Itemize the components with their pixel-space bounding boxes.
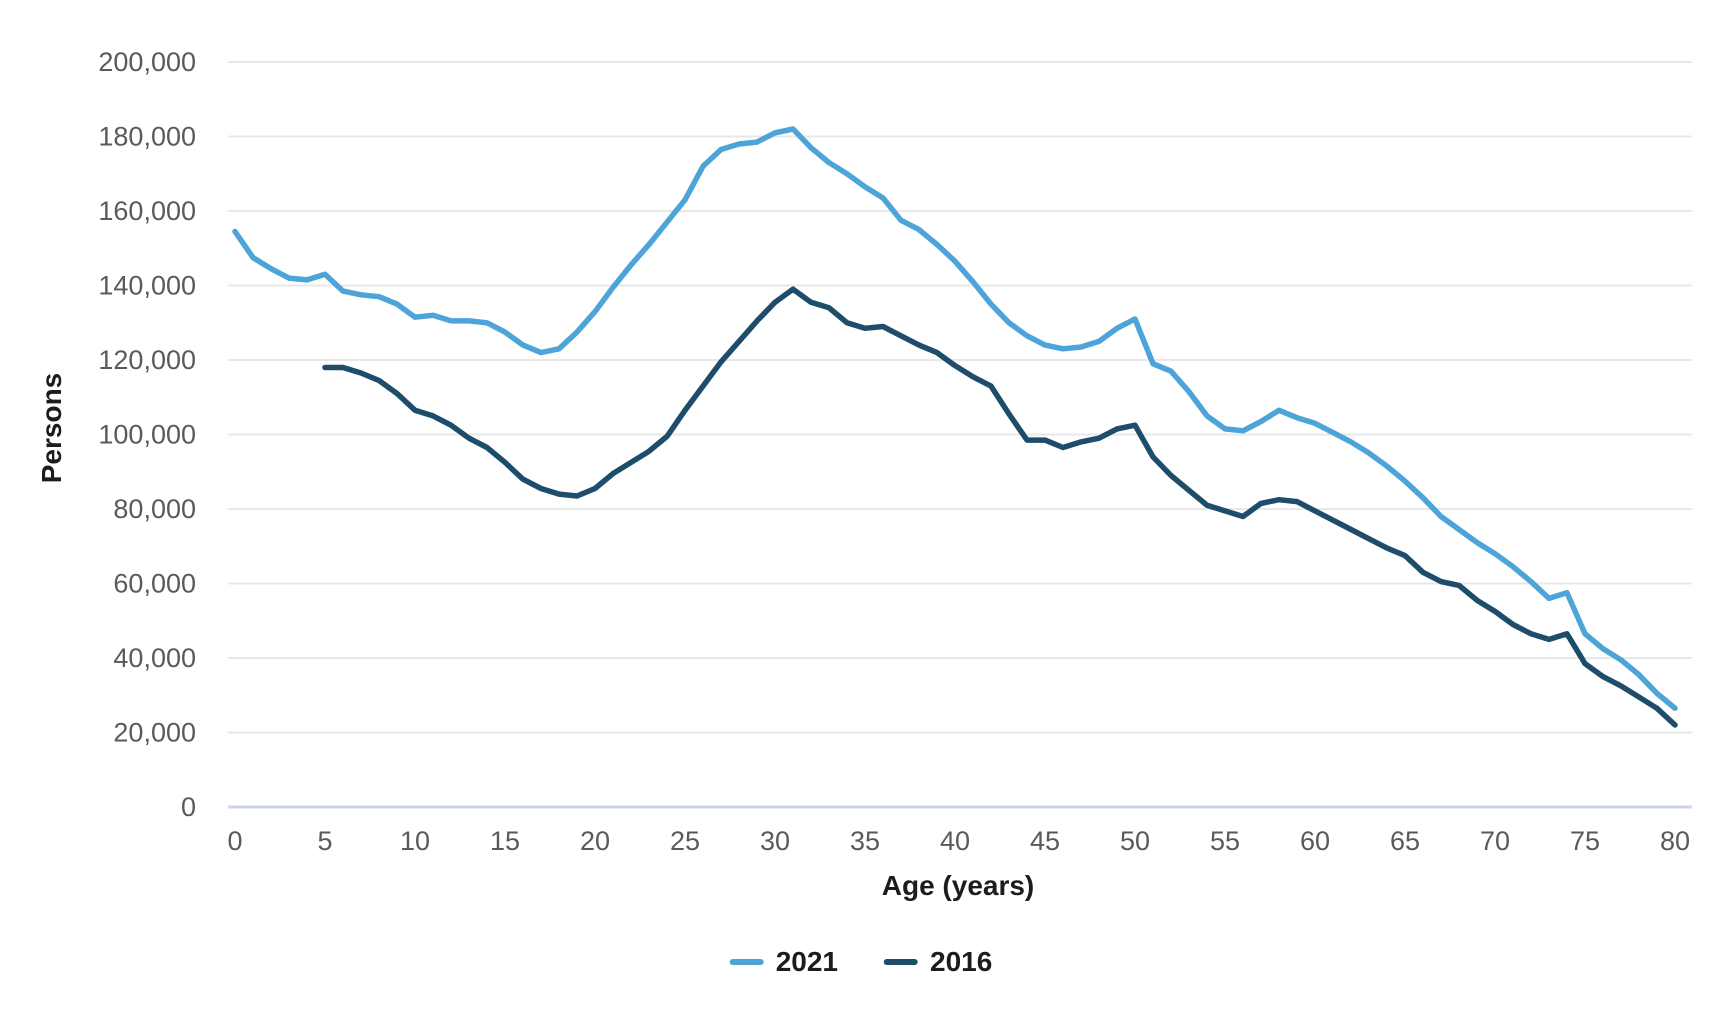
x-tick-label: 75 bbox=[1570, 826, 1600, 856]
x-tick-label: 45 bbox=[1030, 826, 1060, 856]
data-series bbox=[232, 126, 1678, 728]
x-tick-label: 55 bbox=[1210, 826, 1240, 856]
x-tick-label: 10 bbox=[400, 826, 430, 856]
x-tick-label: 5 bbox=[317, 826, 332, 856]
y-tick-label: 0 bbox=[181, 792, 196, 822]
x-tick-label: 50 bbox=[1120, 826, 1150, 856]
y-tick-label: 140,000 bbox=[98, 271, 196, 301]
y-tick-label: 80,000 bbox=[113, 494, 196, 524]
y-axis-title: Persons bbox=[36, 372, 67, 484]
legend-item-2016: 2016 bbox=[884, 948, 992, 976]
legend: 2021 2016 bbox=[729, 946, 992, 977]
y-tick-label: 200,000 bbox=[98, 47, 196, 77]
x-axis-tick-labels: 0 5 10 15 20 25 30 35 40 45 50 55 60 65 70 75 80 bbox=[227, 826, 1690, 856]
x-tick-label: 80 bbox=[1660, 826, 1690, 856]
legend-dash-2016-icon bbox=[884, 959, 918, 965]
x-tick-label: 65 bbox=[1390, 826, 1420, 856]
legend-item-2021: 2021 bbox=[729, 946, 838, 977]
x-axis-title: Age (years) bbox=[881, 870, 1035, 901]
x-tick-label: 15 bbox=[490, 826, 520, 856]
legend-dash-2021-icon bbox=[729, 959, 764, 965]
y-tick-label: 60,000 bbox=[113, 569, 196, 599]
y-tick-label: 40,000 bbox=[113, 643, 196, 673]
y-tick-label: 180,000 bbox=[98, 122, 196, 152]
line-2021 bbox=[232, 126, 1678, 712]
x-tick-label: 25 bbox=[670, 826, 700, 856]
gridlines bbox=[228, 61, 1692, 809]
y-axis-tick-labels: 0 20,000 40,000 60,000 80,000 100,000 120,000 1… bbox=[98, 47, 196, 822]
y-tick-label: 160,000 bbox=[98, 196, 196, 226]
line-2016 bbox=[322, 286, 1678, 728]
x-tick-label: 0 bbox=[227, 826, 242, 856]
x-tick-label: 70 bbox=[1480, 826, 1510, 856]
y-tick-label: 20,000 bbox=[113, 718, 196, 748]
legend-label-2021: 2021 bbox=[775, 946, 838, 977]
x-tick-label: 35 bbox=[850, 826, 880, 856]
y-tick-label: 120,000 bbox=[98, 345, 196, 375]
x-tick-label: 60 bbox=[1300, 826, 1330, 856]
x-tick-label: 20 bbox=[580, 826, 610, 856]
x-tick-label: 30 bbox=[760, 826, 790, 856]
x-tick-label: 40 bbox=[940, 826, 970, 856]
legend-label-2016: 2016 bbox=[930, 946, 993, 977]
y-tick-label: 100,000 bbox=[98, 420, 196, 450]
